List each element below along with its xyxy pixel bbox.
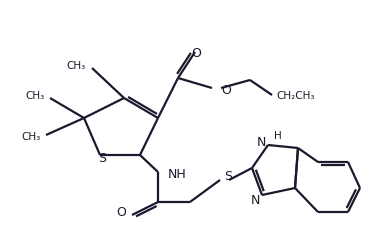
Text: O: O — [116, 206, 126, 220]
Text: NH: NH — [168, 168, 187, 180]
Text: S: S — [98, 152, 106, 166]
Text: H: H — [274, 131, 282, 141]
Text: S: S — [224, 170, 232, 183]
Text: CH₃: CH₃ — [67, 61, 86, 71]
Text: CH₃: CH₃ — [26, 91, 45, 101]
Text: CH₃: CH₃ — [22, 132, 41, 142]
Text: N: N — [257, 136, 266, 148]
Text: O: O — [191, 47, 201, 60]
Text: O: O — [221, 84, 231, 96]
Text: N: N — [251, 194, 260, 206]
Text: CH₂CH₃: CH₂CH₃ — [276, 91, 314, 101]
